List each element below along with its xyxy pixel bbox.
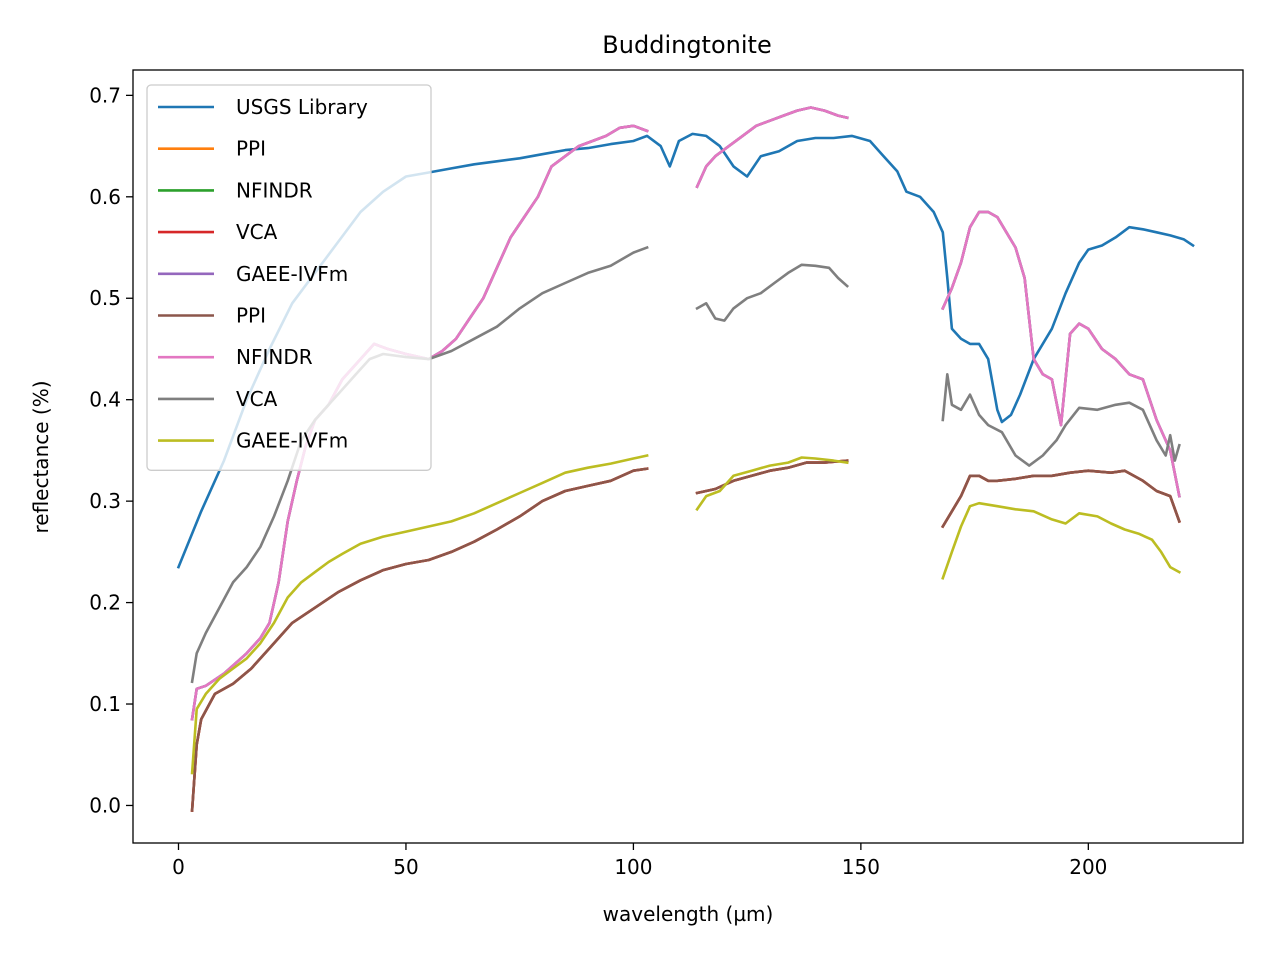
y-tick-label-0: 0.0 (89, 793, 121, 817)
y-tick-label-5: 0.5 (89, 286, 121, 310)
x-tick-label-1: 50 (393, 855, 418, 879)
series-line-8-segment-0 (190, 453, 649, 775)
x-tick-label-2: 100 (614, 855, 652, 879)
series-line-5-segment-2 (941, 469, 1181, 529)
legend-box (146, 84, 432, 471)
legend-label-0: USGS Library (236, 95, 368, 119)
y-tick-label-1: 0.1 (89, 692, 121, 716)
legend-label-3: VCA (236, 220, 278, 244)
y-tick-label-6: 0.6 (89, 185, 121, 209)
plot-frame (132, 69, 1244, 844)
series-line-8-segment-1 (695, 456, 849, 512)
series-line-8-segment-2 (941, 501, 1182, 580)
chart-title: Buddingtonite (602, 31, 771, 59)
y-tick-label-4: 0.4 (89, 388, 121, 412)
x-axis-label: wavelength (µm) (603, 902, 774, 926)
series-line-7-segment-1 (695, 263, 850, 322)
y-tick-label-3: 0.3 (89, 489, 121, 513)
x-tick-label-0: 0 (172, 855, 185, 879)
x-tick-label-4: 200 (1069, 855, 1107, 879)
series-line-6-segment-1 (695, 106, 849, 189)
x-tick-label-3: 150 (842, 855, 880, 879)
legend-label-1: PPI (236, 137, 266, 161)
legend-label-4: GAEE-IVFm (236, 262, 348, 286)
legend-label-7: VCA (236, 387, 278, 411)
series-line-5-segment-0 (190, 467, 649, 812)
y-tick-label-7: 0.7 (89, 83, 121, 107)
x-axis-ticks: 0 50 100 150 200 (172, 843, 1107, 879)
y-tick-label-2: 0.2 (89, 591, 121, 615)
series-line-5-segment-1 (695, 459, 849, 495)
legend: USGS Library PPI NFINDR VCA GAEE-IVFm PPI NFIN… (146, 84, 432, 471)
legend-label-6: NFINDR (236, 345, 313, 369)
legend-label-2: NFINDR (236, 178, 313, 202)
y-axis-label: reflectance (%) (29, 380, 53, 533)
legend-label-8: GAEE-IVFm (236, 429, 348, 453)
y-axis-ticks: 0.0 0.1 0.2 0.3 0.4 0.5 0.6 0.7 (89, 83, 133, 817)
series-line-7-segment-2 (941, 373, 1181, 467)
legend-label-5: PPI (236, 304, 266, 328)
series-line-6-segment-2 (941, 210, 1181, 498)
